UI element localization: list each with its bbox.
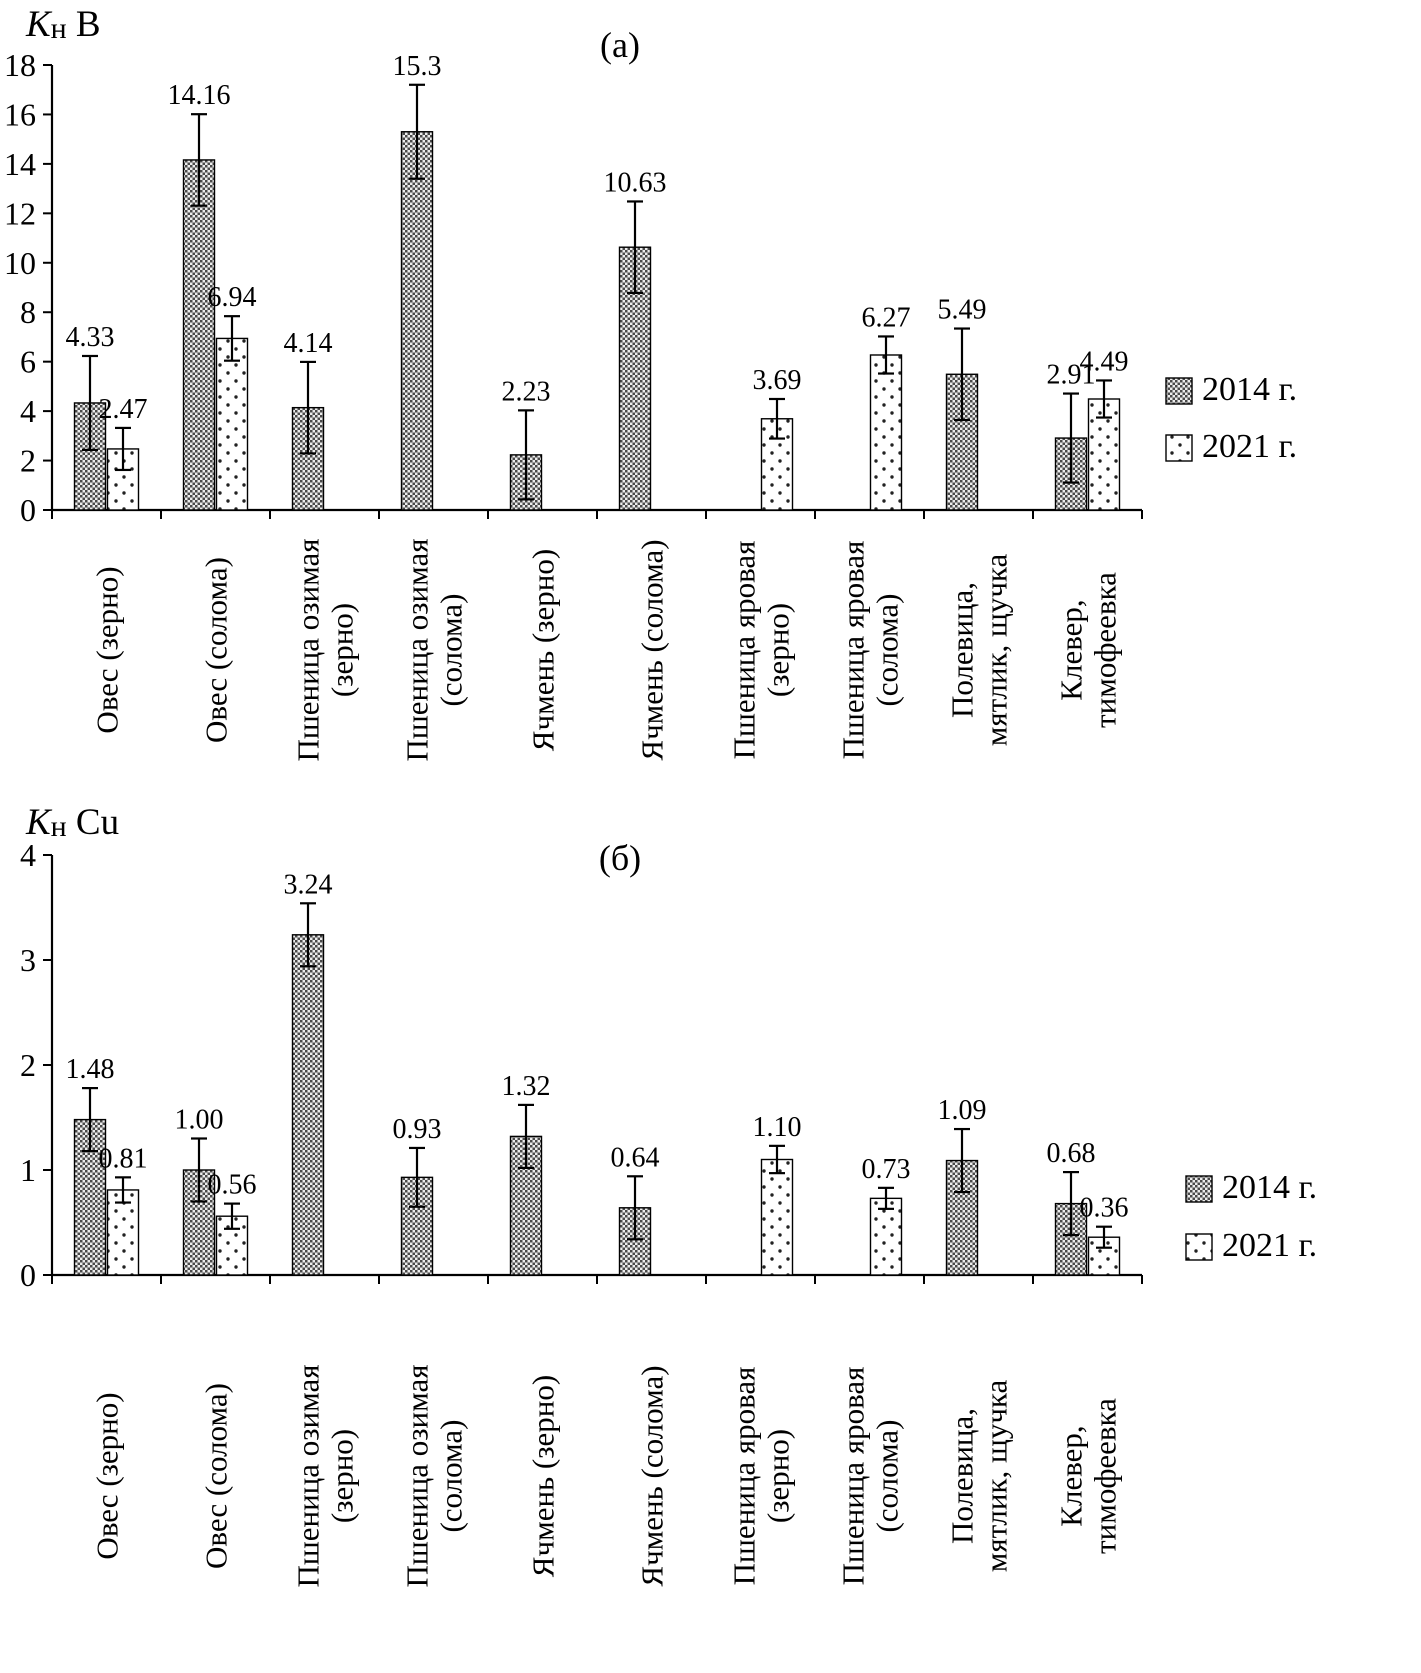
value-label: 6.94 (208, 282, 257, 313)
value-label: 0.68 (1047, 1138, 1096, 1169)
category-label: Ячмень (солома) (635, 1365, 670, 1586)
chart-kn-copper: Кн Cu (б) 0 1 2 3 4 Овес (зерно) Овес (солома) Пш… (20, 802, 1317, 1588)
y-tick-label: 16 (4, 96, 36, 132)
category-label: тимофеевка (1088, 1398, 1123, 1554)
value-label: 2.47 (99, 394, 148, 425)
category-label: (зерно) (325, 603, 360, 697)
category-label: (солома) (434, 1419, 469, 1532)
y-tick-label: 4 (20, 393, 36, 429)
value-label: 4.14 (284, 328, 333, 359)
value-label: 14.16 (168, 80, 231, 111)
category-label: (солома) (870, 593, 905, 706)
value-label: 4.49 (1080, 346, 1129, 377)
bar (182, 159, 216, 511)
category-label: Полевица, (945, 1408, 980, 1544)
category-label: (солома) (870, 1419, 905, 1532)
value-label: 1.09 (938, 1095, 987, 1126)
y-tick-label: 0 (20, 492, 36, 528)
value-label: 1.32 (502, 1071, 551, 1102)
legend-swatch (1185, 1175, 1213, 1203)
category-label: Ячмень (солома) (635, 539, 670, 760)
value-label: 10.63 (604, 167, 667, 198)
value-label: 1.00 (175, 1105, 224, 1136)
value-label: 3.24 (284, 869, 333, 900)
y-tick-label: 2 (20, 1047, 36, 1083)
category-label: Пшеница яровая (836, 541, 871, 760)
value-label: 1.48 (66, 1054, 115, 1085)
legend-label: 2021 г. (1222, 1227, 1317, 1264)
value-label: 1.10 (753, 1112, 802, 1143)
category-label: (зерно) (325, 1429, 360, 1523)
y-tick-label: 10 (4, 245, 36, 281)
category-label: Овес (солома) (199, 1383, 234, 1569)
bar (400, 131, 434, 511)
value-label: 0.73 (862, 1154, 911, 1185)
y-tick-label: 12 (4, 195, 36, 231)
y-tick-label: 3 (20, 942, 36, 978)
axis-title: Кн Cu (25, 802, 119, 843)
category-label: Пшеница яровая (727, 1367, 762, 1586)
value-label: 3.69 (753, 365, 802, 396)
category-label: Пшеница озимая (291, 1364, 326, 1587)
value-label: 4.33 (66, 322, 115, 353)
legend-swatch (1165, 377, 1193, 405)
legend-label: 2014 г. (1202, 371, 1297, 408)
category-label: (зерно) (761, 603, 796, 697)
value-label: 0.93 (393, 1114, 442, 1145)
y-tick-label: 18 (4, 47, 36, 83)
y-tick-label: 2 (20, 443, 36, 479)
category-label: Пшеница озимая (400, 538, 435, 761)
legend-label: 2021 г. (1202, 428, 1297, 465)
category-label: Овес (солома) (199, 557, 234, 743)
category-label: Пшеница озимая (400, 1364, 435, 1587)
value-label: 2.91 (1047, 360, 1096, 391)
value-label: 6.27 (862, 302, 911, 333)
y-tick-label: 6 (20, 344, 36, 380)
bar (869, 1197, 903, 1276)
value-label: 0.81 (99, 1143, 148, 1174)
category-label: Клевер, (1054, 1425, 1089, 1526)
y-tick-label: 8 (20, 294, 36, 330)
category-label: Ячмень (зерно) (526, 1375, 561, 1577)
category-label: Овес (зерно) (90, 1392, 125, 1559)
legend-swatch (1165, 434, 1193, 462)
y-tick-label: 1 (20, 1152, 36, 1188)
category-label: Пшеница озимая (291, 538, 326, 761)
value-label: 0.56 (208, 1170, 257, 1201)
legend-swatch (1185, 1233, 1213, 1261)
bar (869, 354, 903, 511)
value-label: 15.3 (393, 51, 442, 82)
category-label: тимофеевка (1088, 572, 1123, 728)
value-label: 0.64 (611, 1142, 660, 1173)
value-label: 0.36 (1080, 1193, 1129, 1224)
y-tick-label: 14 (4, 146, 36, 182)
category-label: мятлик, щучка (979, 553, 1014, 746)
category-label: Пшеница яровая (836, 1367, 871, 1586)
bar (760, 1158, 794, 1276)
panel-label: (б) (599, 838, 641, 878)
chart-kn-boron: Кн B (а) 0 2 4 6 8 10 12 14 16 18 Овес (зерно) Овес (… (4, 4, 1297, 762)
category-label: Клевер, (1054, 599, 1089, 700)
bar (215, 337, 249, 511)
value-label: 2.23 (502, 376, 551, 407)
category-label: (зерно) (761, 1429, 796, 1523)
category-label: (солома) (434, 593, 469, 706)
category-label: Пшеница яровая (727, 541, 762, 760)
value-label: 5.49 (938, 295, 987, 326)
category-label: мятлик, щучка (979, 1379, 1014, 1572)
category-label: Овес (зерно) (90, 566, 125, 733)
category-label: Ячмень (зерно) (526, 549, 561, 751)
category-label: Полевица, (945, 582, 980, 718)
y-tick-label: 4 (20, 837, 36, 873)
axis-title: Кн B (25, 4, 101, 45)
legend-label: 2014 г. (1222, 1169, 1317, 1206)
bar (291, 934, 325, 1276)
y-tick-label: 0 (20, 1257, 36, 1293)
panel-label: (а) (600, 25, 640, 65)
